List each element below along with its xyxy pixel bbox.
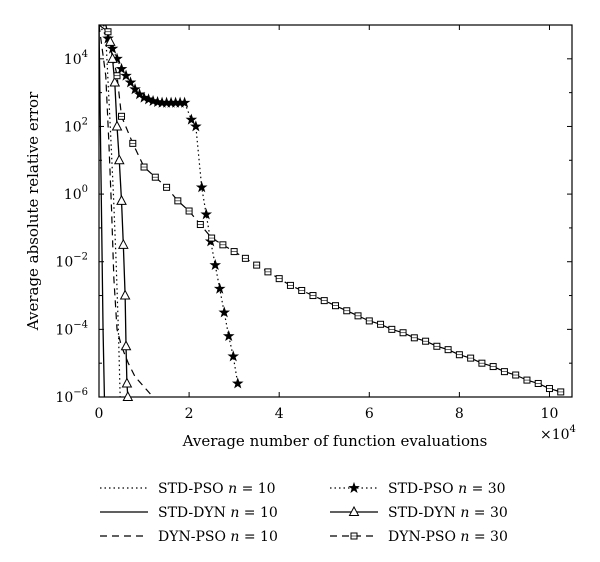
legend-label-method: STD-PSO [388,481,458,497]
point-std-dyn-n-30-7 [116,194,127,205]
legend-label-std-pso-n-30: STD-PSO n = 30 [388,481,506,497]
legend-label-value: = 10 [239,529,277,545]
y-tick-label-1: 10−4 [55,319,88,338]
legend-label-value: = 30 [467,481,505,497]
y-tick-exp: −6 [73,387,88,398]
point-std-pso-n-30-25 [213,282,226,294]
point-std-pso-n-30-27 [222,330,235,342]
y-tick-label-2: 10−2 [55,252,88,271]
point-std-pso-n-30-7 [129,83,141,95]
marker-group [102,28,565,401]
y-tick-base: 10 [55,255,73,271]
point-std-pso-n-30-22 [200,208,213,220]
x-tick-label-0: 0 [95,406,104,422]
y-tick-exp: 0 [82,184,88,195]
legend-label-var: n [230,505,239,521]
y-tick-base: 10 [64,187,82,203]
point-std-dyn-n-30-11 [121,377,133,388]
y-tick-label-4: 102 [64,116,88,135]
point-std-dyn-n-30-12 [122,390,134,401]
series-line-std-dyn-n-10 [99,25,106,397]
point-std-pso-n-30-28 [227,350,240,362]
x-multiplier-base: ×10 [540,427,570,443]
series-line-dyn-pso-n-30 [99,25,561,393]
legend-label-std-dyn-n-10: STD-DYN n = 10 [158,505,278,521]
legend-label-value: = 10 [237,481,275,497]
y-tick-label-5: 104 [64,49,88,68]
point-std-dyn-n-30-6 [113,154,125,165]
point-std-dyn-n-30-10 [120,340,132,351]
point-std-pso-n-30-20 [190,120,202,132]
legend-label-method: STD-PSO [158,481,228,497]
point-std-dyn-n-30-3 [107,52,118,63]
legend-label-value: = 30 [469,529,507,545]
legend-label-std-dyn-n-30: STD-DYN n = 30 [388,505,508,521]
legend-label-dyn-pso-n-30: DYN-PSO n = 30 [388,529,508,545]
x-multiplier-exp: 4 [570,424,576,435]
point-std-dyn-n-30-5 [111,120,123,131]
legend-label-std-pso-n-10: STD-PSO n = 10 [158,481,276,497]
point-std-pso-n-30-18 [178,96,191,108]
legend-label-method: DYN-PSO [158,529,230,545]
x-tick-label-1: 2 [185,406,194,422]
y-tick-base: 10 [64,52,82,68]
point-std-pso-n-30-6 [124,76,137,88]
tick-marks [98,24,572,398]
point-std-pso-n-30-21 [195,181,208,193]
legend-label-method: DYN-PSO [388,529,460,545]
point-std-pso-n-30-4 [115,62,128,74]
point-std-pso-n-30-2 [106,42,119,54]
point-std-pso-n-30-29 [231,377,244,389]
point-std-pso-n-30-24 [209,259,222,271]
y-tick-base: 10 [55,390,73,406]
series-line-dyn-pso-n-10 [99,25,154,397]
y-tick-exp: −2 [73,252,88,263]
x-tick-label-3: 6 [365,406,374,422]
legend-label-var: n [230,529,239,545]
point-std-dyn-n-30-9 [119,289,131,300]
legend-label-dyn-pso-n-10: DYN-PSO n = 10 [158,529,278,545]
y-axis-label: Average absolute relative error [24,91,42,331]
y-tick-base: 10 [55,322,73,338]
legend-label-value: = 30 [469,505,507,521]
y-tick-base: 10 [64,119,82,135]
x-multiplier: ×104 [540,424,576,443]
y-tick-exp: −4 [73,319,88,330]
x-tick-labels: 0 2 4 6 8 10 [95,406,559,422]
y-tick-exp: 4 [82,49,88,60]
legend-label-var: n [460,529,469,545]
series-line-std-pso-n-10 [99,25,121,397]
y-tick-exp: 2 [82,116,88,127]
point-std-dyn-n-30-2 [104,35,116,46]
legend-marker-std-pso-n-30 [348,481,360,493]
point-std-pso-n-30-19 [185,113,198,125]
series-group [99,25,561,397]
x-tick-label-4: 8 [455,406,464,422]
point-std-dyn-n-30-8 [117,238,129,249]
point-std-dyn-n-30-4 [109,76,121,87]
y-tick-label-0: 10−6 [55,387,88,406]
plot-frame [98,24,573,398]
point-std-pso-n-30-5 [120,69,132,81]
legend-label-method: STD-DYN [388,505,460,521]
x-tick-label-5: 10 [541,406,559,422]
legend-label-var: n [228,481,237,497]
legend-label-value: = 10 [239,505,277,521]
y-tick-label-3: 100 [64,184,88,203]
legend-marker-std-dyn-n-30 [348,505,360,516]
point-std-pso-n-30-26 [218,306,231,318]
x-axis-label: Average number of function evaluations [182,432,488,450]
legend-label-method: STD-DYN [158,505,230,521]
legend-label-var: n [460,505,469,521]
x-tick-label-2: 4 [275,406,284,422]
legend-label-var: n [458,481,467,497]
